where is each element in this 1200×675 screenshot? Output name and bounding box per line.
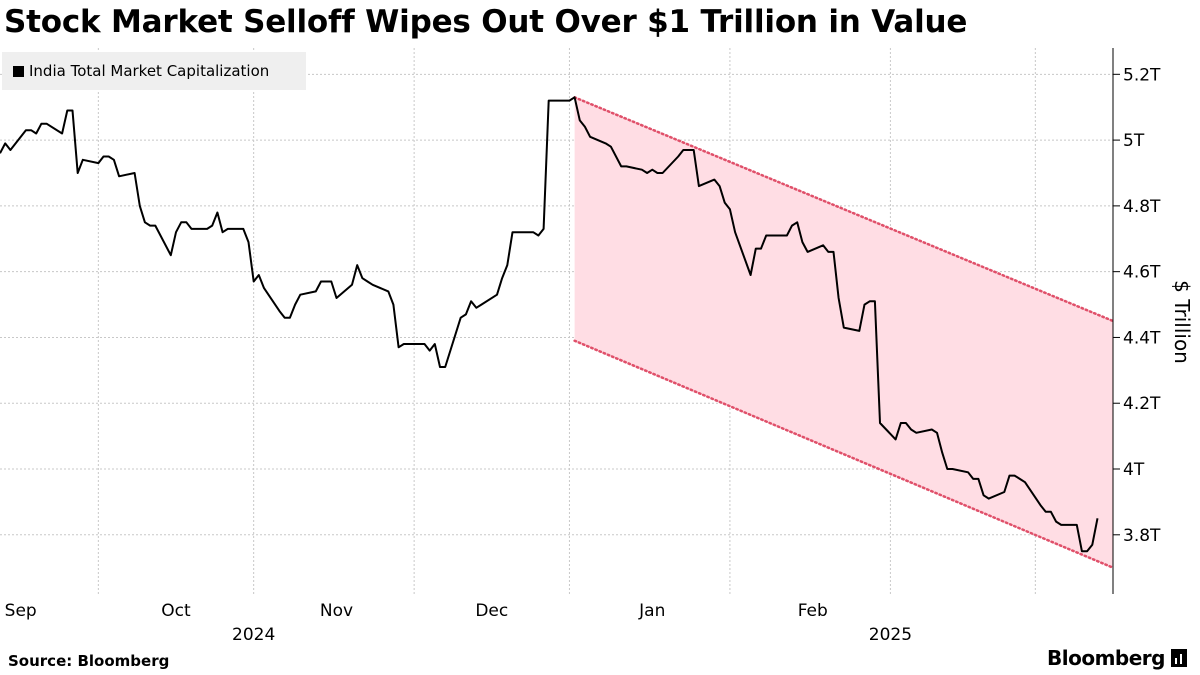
bloomberg-chart-icon — [1170, 649, 1187, 667]
brand-wordmark: Bloomberg — [1047, 646, 1165, 670]
axes: 3.8T 4T 4.2T 4.4T 4.6T 4.8T 5T 5.2T Sep Oct Nov Dec… — [5, 48, 1161, 645]
y-tick-label: 5T — [1123, 131, 1145, 151]
legend: India Total Market Capitalization — [2, 52, 306, 90]
y-axis-title: $ Trillion — [1170, 280, 1194, 364]
source-note: Source: Bloomberg — [8, 652, 170, 670]
channel-fill — [574, 97, 1113, 568]
y-tick-label: 3.8T — [1123, 526, 1161, 546]
x-tick-label: Sep — [5, 601, 37, 621]
y-tick-label: 4.4T — [1123, 328, 1161, 348]
x-year-label: 2025 — [869, 625, 912, 645]
chart-title: Stock Market Selloff Wipes Out Over $1 T… — [4, 4, 968, 40]
series-layer — [0, 96, 1099, 553]
y-tick-label: 4.2T — [1123, 394, 1161, 414]
legend-swatch — [13, 65, 24, 77]
y-tick-label: 4.8T — [1123, 197, 1161, 217]
x-tick-label: Nov — [320, 601, 353, 621]
y-tick-label: 4.6T — [1123, 263, 1161, 283]
x-tick-label: Dec — [475, 601, 508, 621]
x-tick-label: Feb — [798, 601, 828, 621]
x-tick-label: Jan — [638, 601, 665, 621]
y-tick-label: 4T — [1123, 460, 1145, 480]
series-line — [0, 96, 1099, 553]
channel-upper-line — [573, 96, 1115, 323]
bloomberg-logo: Bloomberg — [1047, 646, 1187, 670]
downtrend-channel — [573, 96, 1115, 569]
x-year-label: 2024 — [232, 625, 275, 645]
x-tick-label: Oct — [161, 601, 191, 621]
y-tick-label: 5.2T — [1123, 65, 1161, 85]
legend-label: India Total Market Capitalization — [29, 62, 270, 80]
channel-lower-line — [573, 339, 1115, 569]
